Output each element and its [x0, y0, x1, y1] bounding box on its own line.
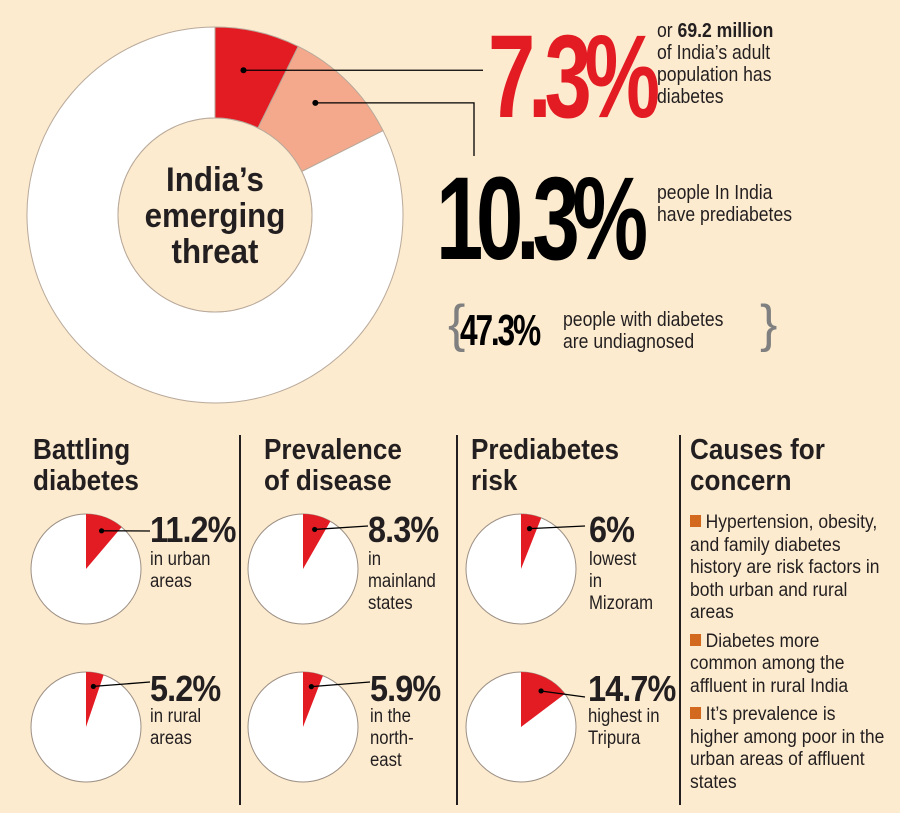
desc-line: have prediabetes	[657, 204, 793, 226]
pie-leader-line	[93, 681, 151, 688]
square-bullet-icon	[690, 633, 702, 646]
square-bullet-icon	[690, 515, 702, 527]
caption-line: mainland	[368, 571, 436, 592]
desc-line: people with diabetes	[563, 309, 724, 331]
prediabetes-description: people In India have prediabetes	[657, 182, 792, 226]
column-divider	[239, 435, 241, 805]
caption-line: in rural	[150, 706, 202, 727]
pie-value-urban: 11.2%	[150, 509, 236, 550]
diabetes-percentage: 7.3%	[488, 11, 660, 143]
pie-value-mizoram: 6%	[589, 509, 635, 550]
desc-prefix: or	[657, 20, 678, 42]
center-title-line: emerging	[144, 197, 286, 235]
cause-text: Hypertension, obesity, and family diabet…	[690, 512, 880, 623]
caption-line: in	[368, 549, 382, 570]
pie-leader-line	[529, 525, 586, 530]
title-line: diabetes	[33, 465, 139, 497]
title-line: of disease	[264, 465, 392, 497]
column-divider	[456, 435, 458, 805]
caption-line: highest in	[588, 706, 660, 727]
caption-line: north-	[370, 728, 414, 749]
pie-caption-rural: in rural areas	[150, 706, 201, 750]
square-bullet-icon	[690, 707, 702, 719]
caption-line: Mizoram	[589, 593, 654, 614]
pie-caption-mainland: in mainland states	[368, 549, 436, 615]
caption-line: east	[370, 750, 402, 771]
column-divider	[679, 435, 681, 805]
cause-item: Diabetes more common among the affluent …	[690, 631, 888, 699]
pie-value-rural: 5.2%	[150, 668, 221, 709]
title-line: risk	[471, 465, 518, 497]
small-pies	[30, 513, 586, 783]
caption-line: in	[589, 571, 603, 592]
cause-item: It’s prevalence is higher among poor in …	[690, 704, 888, 794]
pie-leader-line	[314, 525, 369, 531]
caption-line: Tripura	[588, 728, 641, 749]
pie-slice-in-mainland-states	[303, 514, 331, 569]
title-line: concern	[690, 465, 792, 497]
cause-text: Diabetes more common among the affluent …	[690, 630, 849, 697]
title-line: Prevalence	[264, 434, 402, 466]
center-title-line: threat	[171, 233, 259, 271]
donut-center-title: India’s emerging threat	[128, 162, 303, 270]
center-title-line: India’s	[166, 161, 264, 199]
cause-item: Hypertension, obesity, and family diabet…	[690, 512, 888, 625]
pie-caption-mizoram: lowest in Mizoram	[589, 549, 653, 615]
caption-line: states	[368, 593, 413, 614]
pie-value-mainland: 8.3%	[368, 509, 439, 550]
donut-leader-lines	[240, 67, 483, 156]
leader-line-prediabetes	[315, 102, 475, 156]
diabetes-description: or 69.2 million of India’s adult populat…	[657, 20, 773, 108]
caption-line: in urban	[150, 549, 211, 570]
pie-leader-line	[540, 690, 586, 698]
pie-value-tripura: 14.7%	[588, 668, 676, 709]
pie-caption-northeast: in the north- east	[370, 706, 414, 772]
pie-slice-highest-in-tripura	[521, 672, 565, 727]
pie-leader-dot	[312, 526, 318, 533]
caption-line: in the	[370, 706, 411, 727]
caption-line: lowest	[589, 549, 637, 570]
undiagnosed-percentage: 47.3%	[460, 306, 541, 355]
desc-line: population has	[657, 64, 772, 86]
causes-list: Hypertension, obesity, and family diabet…	[690, 512, 900, 800]
pie-value-northeast: 5.9%	[370, 668, 441, 709]
donut-chart	[26, 26, 404, 404]
desc-line: people In India	[657, 182, 773, 204]
pie-leader-dot	[90, 683, 96, 690]
brace-close: }	[760, 295, 778, 353]
section-title-battling: Battling diabetes	[33, 435, 139, 497]
pie-slice-in-urban-areas	[86, 514, 122, 569]
desc-bold-figure: 69.2 million	[677, 20, 774, 42]
caption-line: areas	[150, 728, 192, 749]
desc-line: are undiagnosed	[563, 331, 695, 353]
desc-line: of India’s adult	[657, 42, 771, 64]
title-line: Causes for	[690, 434, 825, 466]
brace-open: {	[448, 295, 466, 353]
pie-leader-line	[311, 681, 371, 688]
prediabetes-percentage: 10.3%	[436, 153, 648, 285]
caption-line: areas	[150, 571, 192, 592]
section-title-causes: Causes for concern	[690, 435, 825, 497]
pie-caption-urban: in urban areas	[150, 549, 210, 593]
pie-caption-tripura: highest in Tripura	[588, 706, 660, 750]
title-line: Battling	[33, 434, 131, 466]
title-line: Prediabetes	[471, 434, 619, 466]
desc-line: diabetes	[657, 86, 724, 108]
section-title-prevalence: Prevalence of disease	[264, 435, 402, 497]
donut-hole	[117, 117, 313, 313]
section-title-prediabetes: Prediabetes risk	[471, 435, 619, 497]
pie-leader-dot	[308, 684, 314, 690]
undiagnosed-description: people with diabetes are undiagnosed	[563, 309, 723, 353]
cause-text: It’s prevalence is higher among poor in …	[690, 704, 885, 793]
